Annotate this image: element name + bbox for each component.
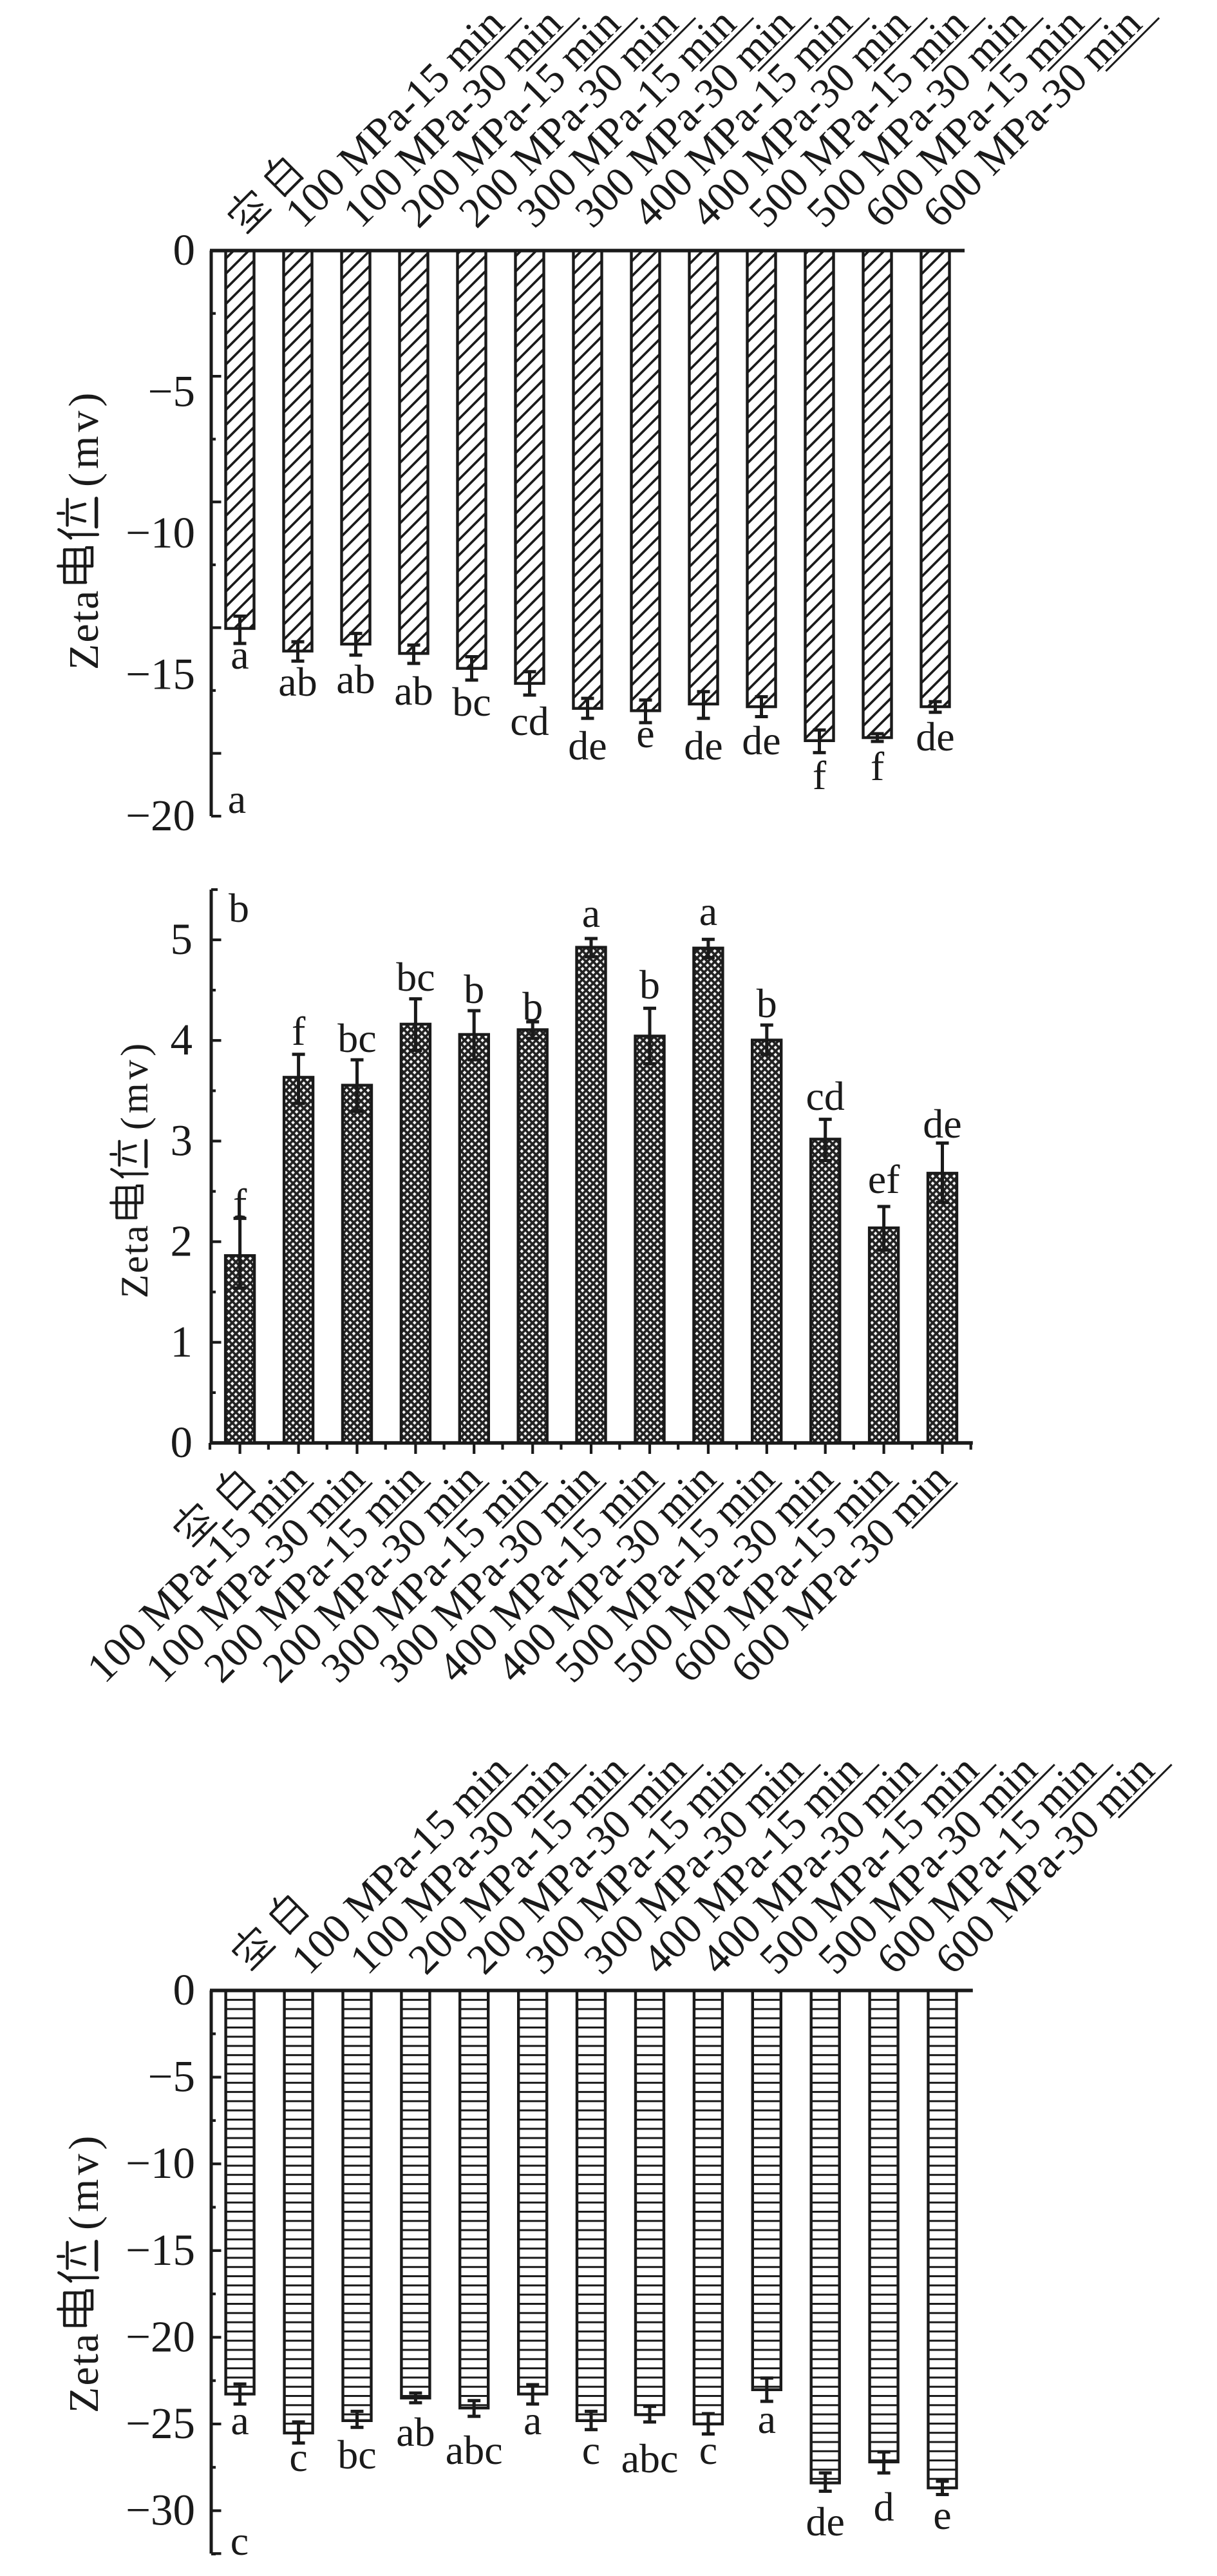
svg-text:a: a: [231, 2398, 249, 2443]
svg-text:de: de: [568, 723, 607, 768]
svg-text:de: de: [742, 718, 780, 763]
svg-text:b: b: [757, 980, 777, 1026]
svg-text:c: c: [289, 2434, 307, 2480]
svg-text:−20: −20: [126, 791, 195, 840]
svg-text:de: de: [923, 1101, 961, 1147]
svg-text:e: e: [636, 711, 654, 756]
svg-text:d: d: [874, 2484, 894, 2530]
svg-text:ab: ab: [336, 656, 375, 702]
svg-text:abc: abc: [621, 2436, 679, 2481]
svg-text:−5: −5: [148, 367, 195, 416]
svg-text:ab: ab: [394, 668, 433, 714]
svg-text:−10: −10: [126, 508, 195, 557]
svg-text:2: 2: [171, 1217, 193, 1266]
svg-text:Zeta: Zeta: [61, 2333, 108, 2413]
svg-text:(mv): (mv): [61, 389, 108, 487]
svg-text:a: a: [582, 890, 600, 936]
svg-text:Zeta: Zeta: [61, 589, 108, 670]
svg-text:ef: ef: [868, 1156, 900, 1202]
svg-text:de: de: [684, 723, 722, 768]
svg-text:−15: −15: [126, 2226, 195, 2275]
svg-text:f: f: [813, 752, 827, 798]
svg-text:0: 0: [173, 225, 196, 274]
svg-text:bc: bc: [452, 679, 491, 725]
svg-text:a: a: [524, 2398, 542, 2443]
svg-text:ab: ab: [396, 2409, 435, 2455]
svg-text:−5: −5: [148, 2052, 195, 2101]
svg-text:f: f: [233, 1180, 247, 1226]
svg-text:1: 1: [171, 1317, 193, 1366]
svg-text:Zeta: Zeta: [113, 1224, 156, 1298]
svg-text:cd: cd: [806, 1073, 844, 1119]
svg-text:f: f: [292, 1008, 306, 1054]
svg-text:0: 0: [171, 1418, 193, 1467]
svg-text:f: f: [871, 743, 885, 789]
svg-text:a: a: [231, 632, 249, 678]
svg-text:(mv): (mv): [113, 1040, 156, 1130]
svg-text:de: de: [916, 714, 954, 759]
svg-text:e: e: [933, 2492, 951, 2538]
svg-text:bc: bc: [337, 2432, 376, 2477]
svg-text:c: c: [231, 2518, 249, 2564]
svg-text:−10: −10: [126, 2139, 195, 2188]
svg-text:(mv): (mv): [61, 2132, 108, 2230]
svg-text:de: de: [806, 2499, 844, 2544]
svg-text:5: 5: [171, 915, 193, 964]
svg-text:b: b: [464, 966, 484, 1012]
svg-text:b: b: [639, 962, 660, 1007]
svg-text:4: 4: [171, 1015, 193, 1064]
svg-text:c: c: [699, 2427, 717, 2473]
svg-text:ab: ab: [278, 659, 317, 705]
svg-text:a: a: [758, 2396, 776, 2442]
svg-text:b: b: [522, 984, 543, 1029]
svg-text:bc: bc: [337, 1015, 376, 1061]
svg-text:a: a: [228, 776, 246, 822]
svg-text:c: c: [582, 2427, 600, 2473]
svg-text:3: 3: [171, 1116, 193, 1165]
svg-text:−20: −20: [126, 2312, 195, 2361]
svg-text:a: a: [699, 888, 717, 934]
svg-text:0: 0: [173, 1965, 196, 2014]
svg-text:b: b: [229, 885, 249, 931]
svg-text:cd: cd: [510, 698, 549, 744]
svg-text:abc: abc: [446, 2427, 503, 2473]
svg-text:bc: bc: [396, 954, 435, 1000]
svg-text:−25: −25: [126, 2399, 195, 2448]
svg-text:−30: −30: [126, 2486, 195, 2535]
svg-text:−15: −15: [126, 650, 195, 699]
